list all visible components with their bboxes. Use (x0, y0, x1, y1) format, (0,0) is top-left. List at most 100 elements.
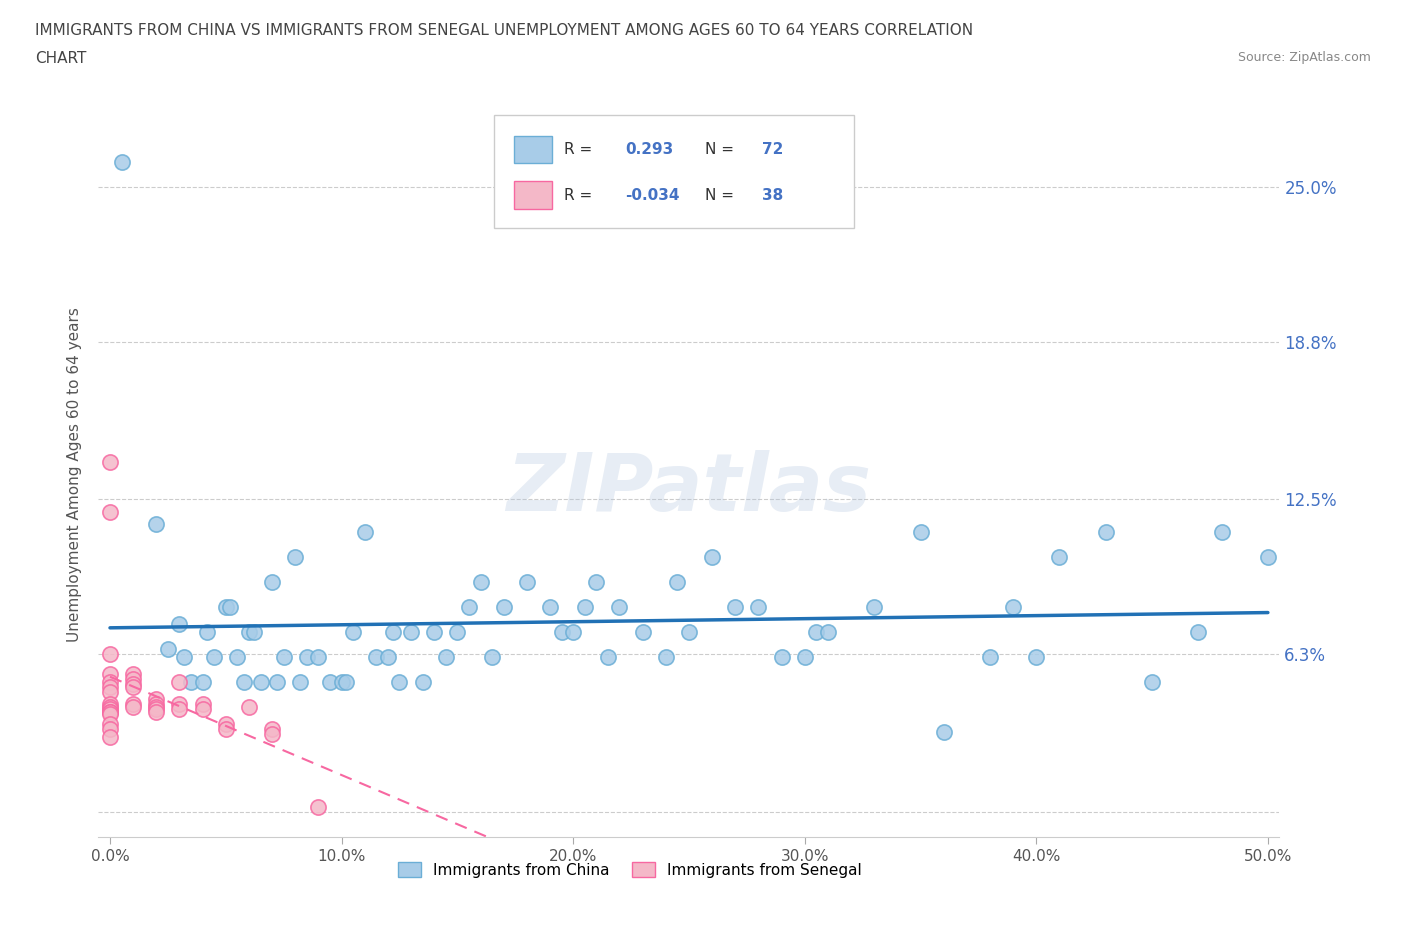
Point (98, 699, 121, 714)
Point (98, 717, 121, 732)
Point (366, 649, 388, 664)
Point (377, 649, 399, 664)
Point (295, 649, 318, 664)
Point (98, 674, 121, 689)
Point (1140, 674, 1163, 689)
Point (122, 677, 145, 692)
Point (770, 649, 793, 664)
Point (631, 624, 654, 639)
Text: CHART: CHART (35, 51, 87, 66)
Point (538, 600, 561, 615)
Point (191, 697, 214, 711)
Point (724, 600, 747, 615)
Point (98, 504, 121, 519)
Point (122, 697, 145, 711)
Point (1049, 550, 1071, 565)
Point (678, 624, 700, 639)
Point (284, 550, 307, 565)
Text: N =: N = (706, 141, 740, 157)
Point (747, 600, 769, 615)
Text: 0.293: 0.293 (626, 141, 673, 157)
Text: 72: 72 (762, 141, 783, 157)
Point (180, 674, 202, 689)
Point (215, 717, 238, 732)
Point (98, 684, 121, 699)
Point (458, 600, 481, 615)
Point (169, 617, 191, 631)
Point (574, 600, 596, 615)
Point (191, 674, 214, 689)
Point (335, 674, 357, 689)
FancyBboxPatch shape (515, 136, 553, 163)
Point (666, 575, 689, 590)
Point (215, 722, 238, 737)
Point (470, 575, 492, 590)
Point (98, 705, 121, 720)
Point (817, 624, 839, 639)
Point (122, 699, 145, 714)
Point (863, 600, 886, 615)
Text: Source: ZipAtlas.com: Source: ZipAtlas.com (1237, 51, 1371, 64)
Point (655, 649, 678, 664)
Point (381, 624, 404, 639)
Point (1002, 600, 1025, 615)
Y-axis label: Unemployment Among Ages 60 to 64 years: Unemployment Among Ages 60 to 64 years (66, 307, 82, 642)
Point (145, 702, 167, 717)
Point (156, 642, 179, 657)
Point (399, 624, 422, 639)
Point (1187, 624, 1209, 639)
Point (98, 705, 121, 720)
Point (173, 649, 195, 664)
Point (266, 674, 288, 689)
Point (412, 674, 434, 689)
Point (330, 674, 353, 689)
Point (98, 707, 121, 722)
Point (562, 624, 585, 639)
Point (238, 699, 260, 714)
Point (1257, 550, 1279, 565)
Point (226, 649, 249, 664)
Point (122, 680, 145, 695)
Point (169, 702, 191, 717)
Point (932, 724, 955, 739)
Point (242, 624, 264, 639)
Point (262, 575, 284, 590)
Point (446, 624, 468, 639)
Text: 38: 38 (762, 188, 783, 203)
Legend: Immigrants from China, Immigrants from Senegal: Immigrants from China, Immigrants from S… (391, 856, 869, 884)
Point (793, 649, 815, 664)
Point (169, 674, 191, 689)
Point (910, 525, 932, 539)
Point (238, 624, 260, 639)
Point (1025, 649, 1047, 664)
Point (492, 600, 515, 615)
Point (609, 600, 631, 615)
Text: R =: R = (564, 188, 598, 203)
Point (195, 624, 218, 639)
Point (145, 705, 167, 720)
Point (219, 600, 242, 615)
Point (307, 649, 329, 664)
Point (550, 624, 572, 639)
Point (342, 624, 364, 639)
Point (145, 692, 167, 707)
Point (388, 674, 411, 689)
Point (262, 727, 284, 742)
Point (262, 722, 284, 737)
Point (353, 525, 375, 539)
Text: R =: R = (564, 141, 598, 157)
Point (98, 680, 121, 695)
Point (273, 649, 295, 664)
Point (98, 722, 121, 737)
Point (288, 674, 311, 689)
Point (98, 729, 121, 744)
Point (249, 674, 271, 689)
Text: IMMIGRANTS FROM CHINA VS IMMIGRANTS FROM SENEGAL UNEMPLOYMENT AMONG AGES 60 TO 6: IMMIGRANTS FROM CHINA VS IMMIGRANTS FROM… (35, 23, 973, 38)
Point (516, 575, 538, 590)
Point (700, 550, 723, 565)
Text: N =: N = (706, 188, 740, 203)
Point (191, 702, 214, 717)
Point (1211, 525, 1233, 539)
Point (307, 800, 329, 815)
Point (319, 674, 342, 689)
